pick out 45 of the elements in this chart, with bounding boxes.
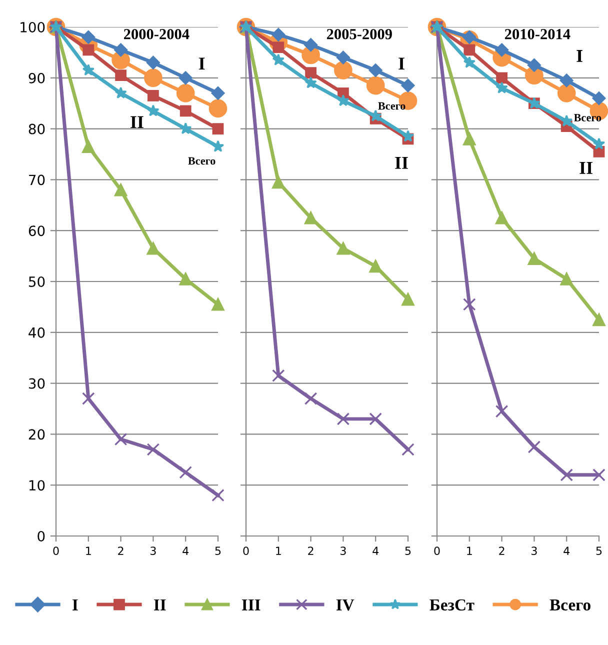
x-tick-label: 1 <box>276 546 281 555</box>
legend-label: II <box>154 599 166 610</box>
x-tick-label: 3 <box>532 546 537 556</box>
x-tick-label: 4 <box>564 546 570 555</box>
y-tick-label: 80 <box>28 124 45 134</box>
y-tick-label: 90 <box>28 72 45 84</box>
annotation: II <box>130 116 144 128</box>
x-tick-label: 3 <box>150 546 156 556</box>
x-tick-label: 1 <box>467 546 472 555</box>
y-tick-label: 10 <box>29 480 45 491</box>
legend-label: I <box>72 599 78 610</box>
legend-label: IV <box>336 599 354 611</box>
x-tick-label: 5 <box>215 546 221 556</box>
x-tick-label: 2 <box>118 546 124 555</box>
y-tick-label: 30 <box>28 378 45 389</box>
x-tick-label: 4 <box>372 546 379 555</box>
annotation: I <box>576 50 582 62</box>
legend-label: III <box>242 599 260 610</box>
x-tick-label: 5 <box>596 546 602 556</box>
annotation: I <box>198 58 205 70</box>
y-tick-label: 20 <box>28 429 45 440</box>
legend-label: Всего <box>550 599 590 611</box>
y-tick-label: 100 <box>20 22 45 32</box>
y-tick-label: 50 <box>28 276 45 287</box>
annotation: II <box>395 156 408 169</box>
x-tick-label: 2 <box>308 546 314 555</box>
annotation: II <box>580 162 592 174</box>
y-tick-label: 60 <box>28 226 45 236</box>
annotation: Всего <box>188 157 216 165</box>
x-tick-label: 5 <box>405 546 411 556</box>
x-tick-label: 0 <box>243 546 249 556</box>
chart-title: 2000-2004 <box>124 28 190 40</box>
y-tick-label: 70 <box>29 174 45 186</box>
x-tick-label: 1 <box>86 546 91 555</box>
y-tick-label: 40 <box>28 327 45 338</box>
x-tick-label: 0 <box>434 546 440 556</box>
x-tick-label: 4 <box>182 546 189 555</box>
chart-title: 2005-2009 <box>326 28 392 40</box>
x-tick-label: 0 <box>53 546 59 556</box>
chart-title: 2010-2014 <box>504 28 570 40</box>
x-tick-label: 3 <box>340 546 346 556</box>
legend-label: БезСт <box>430 599 474 611</box>
annotation: I <box>398 58 404 70</box>
y-tick-label: 0 <box>38 530 45 542</box>
x-tick-label: 2 <box>499 546 504 555</box>
